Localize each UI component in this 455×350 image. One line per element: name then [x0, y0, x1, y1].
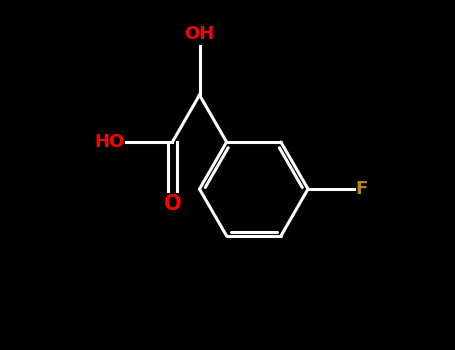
Text: F: F: [356, 180, 368, 198]
Text: O: O: [163, 194, 181, 214]
Text: HO: HO: [94, 133, 125, 151]
Text: OH: OH: [184, 25, 215, 43]
